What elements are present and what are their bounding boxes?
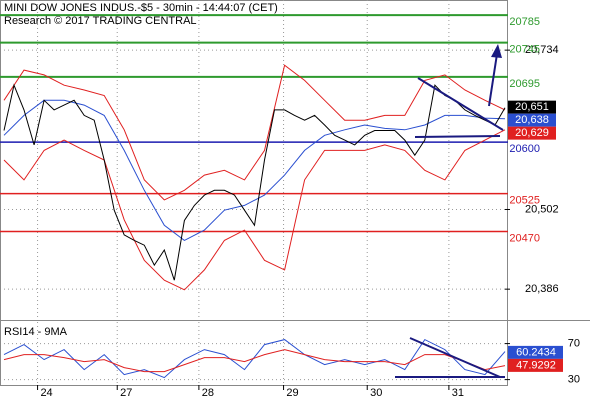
trendline bbox=[414, 135, 501, 138]
series-line bbox=[3, 99, 506, 241]
y-tick-label: 70 bbox=[568, 338, 580, 350]
last-value-label: 20,651 bbox=[515, 101, 549, 113]
chart-title: MINI DOW JONES INDUS.-$5 - 30min - 14:44… bbox=[4, 2, 278, 14]
series-line bbox=[3, 338, 506, 379]
chart-subtitle: Research © 2017 TRADING CENTRAL bbox=[4, 15, 197, 27]
x-tick-label: 30 bbox=[370, 387, 382, 399]
level-label: 20470 bbox=[509, 232, 540, 244]
last-value-label: 60.2434 bbox=[516, 346, 556, 358]
x-tick-label: 31 bbox=[452, 387, 464, 399]
x-tick-label: 29 bbox=[286, 387, 298, 399]
last-value-box bbox=[508, 126, 556, 140]
level-label: 20525 bbox=[509, 195, 540, 207]
level-label: 20785 bbox=[509, 16, 540, 28]
series-line bbox=[3, 83, 506, 281]
x-tick-label: 24 bbox=[40, 387, 52, 399]
trendlines bbox=[395, 44, 505, 378]
last-value-box bbox=[508, 345, 563, 359]
level-label: 20745 bbox=[509, 43, 540, 55]
level-label: 20695 bbox=[509, 78, 540, 90]
rsi-trendline bbox=[409, 337, 501, 378]
last-value-label: 47.9292 bbox=[516, 359, 556, 371]
y-tick-label: 30 bbox=[568, 374, 580, 386]
y-tick-label: 20,734 bbox=[525, 44, 559, 56]
last-value-box bbox=[508, 358, 563, 372]
y-tick-label: 20,386 bbox=[525, 283, 559, 295]
x-tick-label: 28 bbox=[202, 387, 214, 399]
series-line bbox=[3, 64, 506, 201]
x-tick-label: 27 bbox=[120, 387, 132, 399]
trendline bbox=[417, 77, 504, 131]
arrow-head bbox=[491, 44, 502, 58]
series-line bbox=[3, 349, 506, 373]
last-value-label: 20,638 bbox=[515, 114, 549, 126]
series-line bbox=[3, 129, 506, 291]
last-value-box bbox=[508, 113, 556, 127]
arrow-shaft bbox=[488, 53, 498, 107]
last-value-label: 20,629 bbox=[515, 127, 549, 139]
rsi-title: RSI14 - 9MA bbox=[4, 326, 68, 338]
last-value-box bbox=[508, 100, 556, 114]
level-label: 20600 bbox=[509, 143, 540, 155]
y-tick-label: 20,502 bbox=[525, 203, 559, 215]
